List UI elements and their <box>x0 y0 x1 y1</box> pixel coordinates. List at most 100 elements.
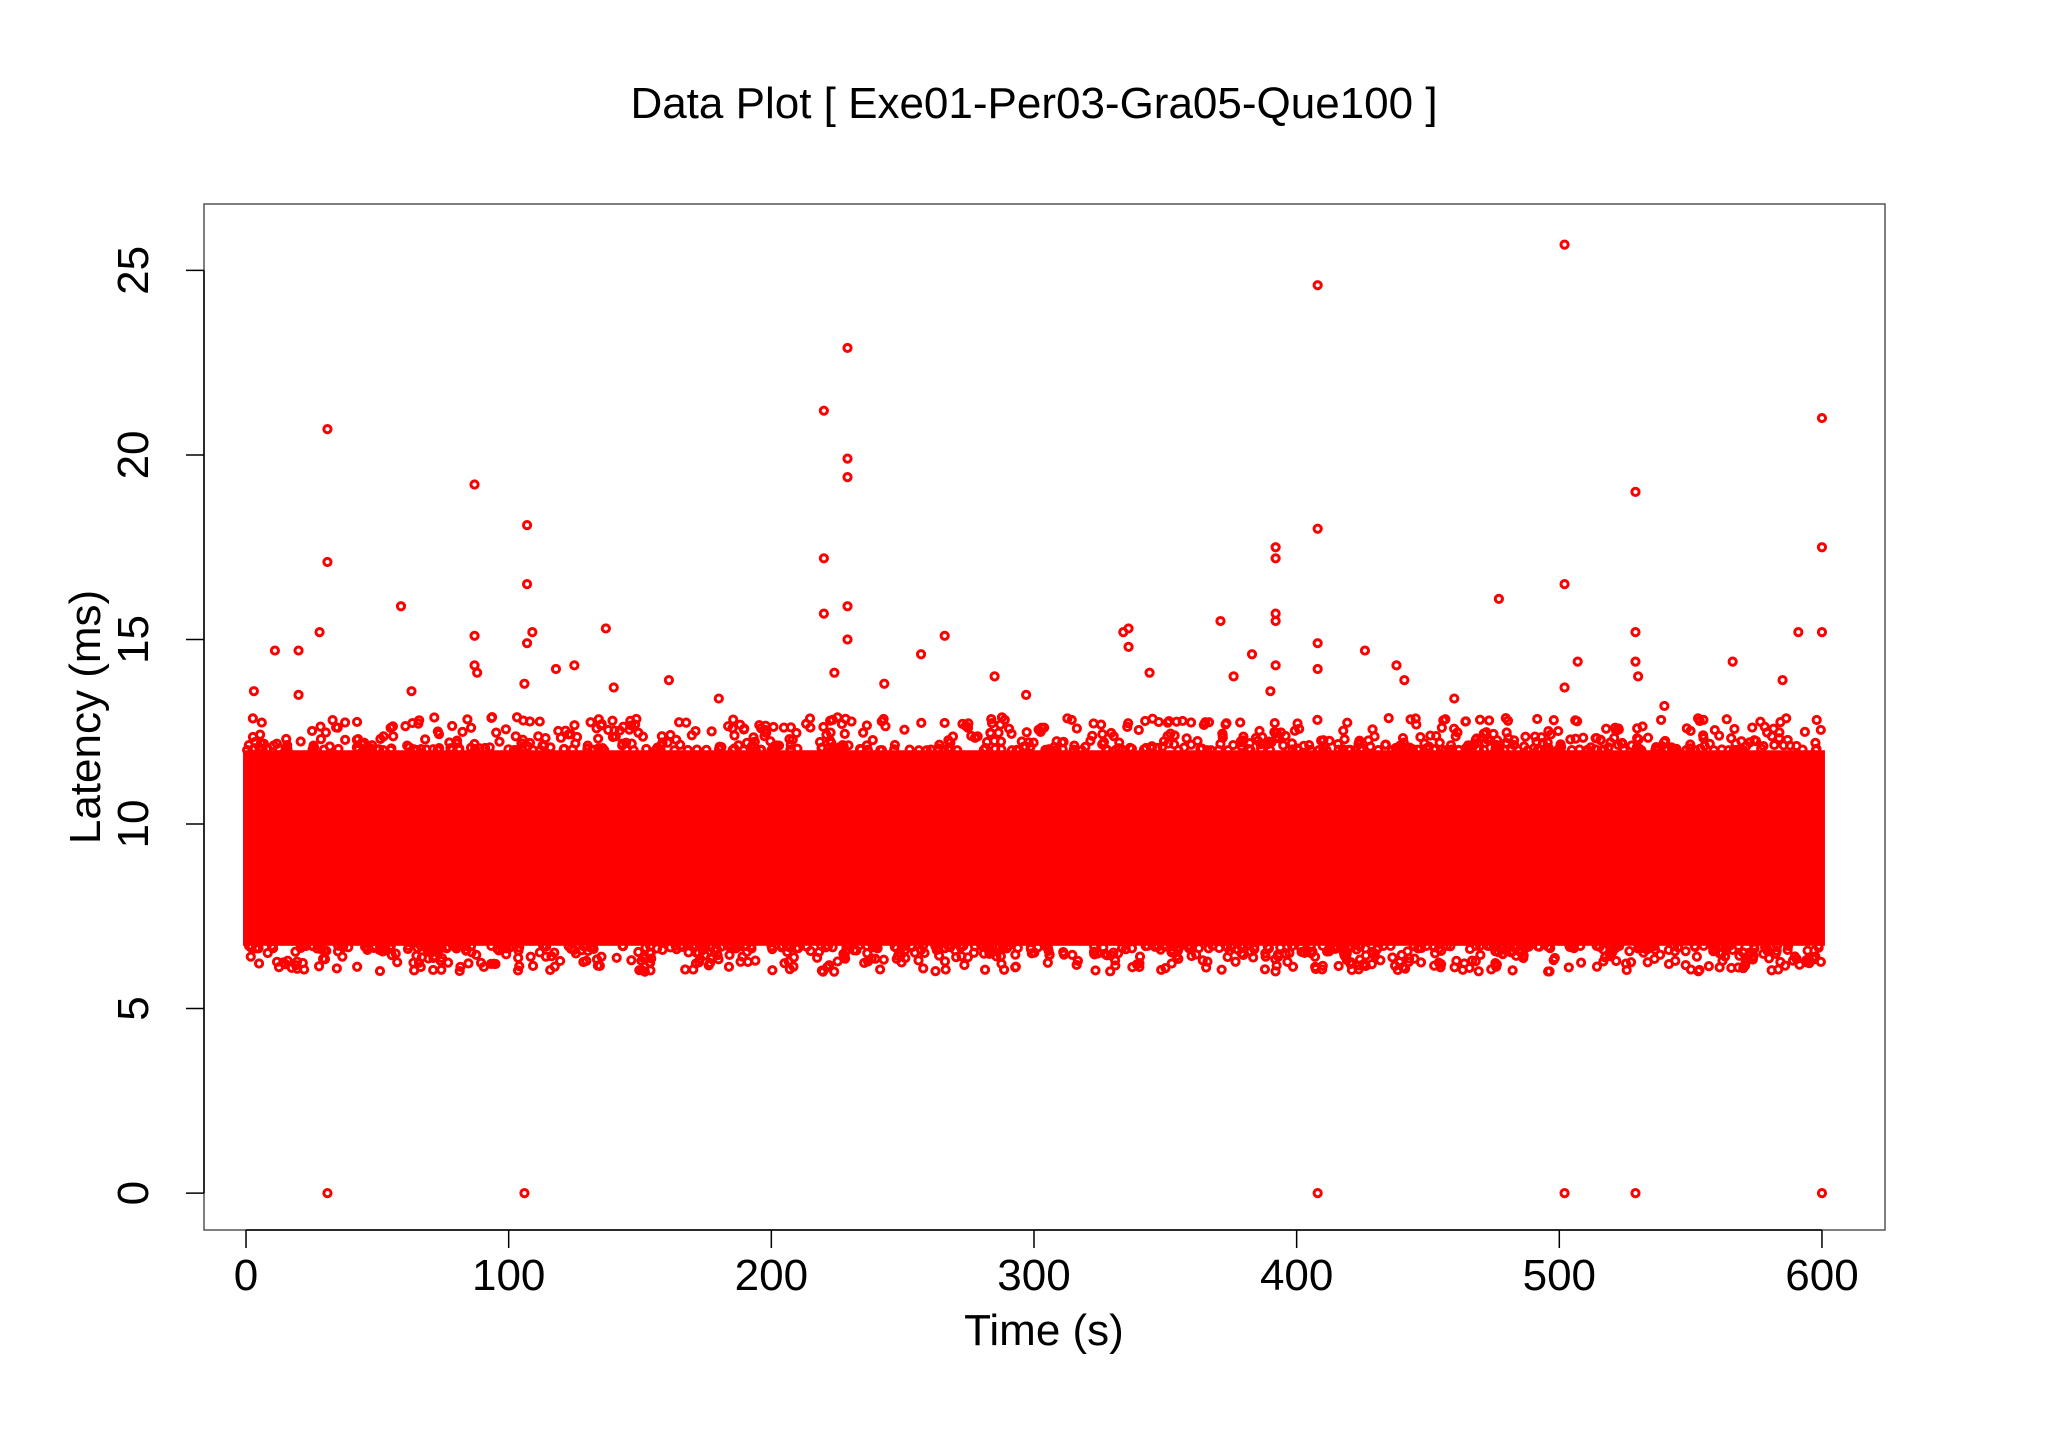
band-fringe-point <box>352 744 364 756</box>
band-fringe-point <box>1737 744 1749 756</box>
band-fringe-point <box>1235 717 1246 728</box>
band-fringe-point <box>1520 731 1531 742</box>
band-fringe-point <box>793 943 804 954</box>
x-tick-label: 300 <box>997 1251 1070 1300</box>
band-fringe-point <box>1071 959 1082 971</box>
data-point <box>1572 656 1583 667</box>
band-fringe-point <box>827 714 838 725</box>
band-fringe-point <box>1195 744 1206 755</box>
band-fringe-point <box>352 733 364 745</box>
band-fringe-point <box>1235 737 1247 748</box>
band-fringe-point <box>1177 715 1188 727</box>
band-fringe-point <box>588 745 599 756</box>
band-fringe-point <box>501 949 512 960</box>
band-fringe-point <box>1213 745 1224 756</box>
band-fringe-point <box>443 957 454 968</box>
band-fringe-point <box>861 720 872 731</box>
data-point <box>472 667 483 678</box>
band-fringe-point <box>553 725 564 737</box>
band-fringe-point <box>1791 953 1802 965</box>
band-fringe-point <box>1518 950 1529 961</box>
band-fringe-point <box>585 717 596 728</box>
data-point <box>527 627 538 638</box>
band-fringe-point <box>527 745 539 756</box>
band-fringe-point <box>463 958 474 969</box>
band-fringe-point <box>617 740 628 751</box>
band-fringe-point <box>1498 940 1509 951</box>
band-fringe-point <box>1810 745 1822 756</box>
band-fringe-point <box>1312 714 1323 725</box>
band-fringe-point <box>1108 731 1119 742</box>
band-fringe-point <box>247 731 259 743</box>
band-fringe-point <box>801 718 812 729</box>
band-fringe-point <box>1680 960 1691 971</box>
band-fringe-point <box>704 957 716 969</box>
band-fringe-point <box>1280 948 1291 960</box>
band-fringe-point <box>746 940 757 951</box>
band-fringe-point <box>447 940 459 951</box>
band-fringe-point <box>1058 946 1069 958</box>
band-fringe-point <box>1441 940 1452 951</box>
band-fringe-point <box>1259 964 1271 975</box>
data-point <box>521 638 533 649</box>
band-fringe-point <box>563 729 574 740</box>
band-fringe-point <box>1815 956 1826 967</box>
data-point <box>1816 627 1828 638</box>
data-point <box>842 472 853 483</box>
band-fringe-point <box>1680 946 1691 957</box>
band-fringe-point <box>1044 950 1055 961</box>
band-fringe-point <box>931 944 942 956</box>
band-fringe-point <box>1470 956 1481 967</box>
data-point <box>1021 689 1032 700</box>
band-fringe-point <box>1186 950 1197 962</box>
band-fringe-point <box>1453 745 1465 756</box>
band-fringe-point <box>1542 941 1554 952</box>
band-fringe-point <box>549 961 560 972</box>
band-fringe-point <box>500 724 511 735</box>
band-fringe-point <box>1305 744 1316 756</box>
band-fringe-point <box>1101 744 1112 755</box>
y-axis: 0 5 10 15 20 25 <box>109 246 205 1205</box>
band-fringe-point <box>1166 941 1177 952</box>
data-point <box>322 1187 333 1199</box>
band-fringe-point <box>909 947 920 958</box>
band-fringe-point <box>1405 714 1416 725</box>
data-point <box>818 405 829 416</box>
band-fringe-point <box>1249 941 1260 953</box>
band-fringe-point <box>638 952 649 964</box>
band-fringe-point <box>682 744 693 756</box>
band-fringe-point <box>1358 958 1370 969</box>
band-fringe-point <box>1543 742 1554 754</box>
band-fringe-point <box>737 951 748 962</box>
band-fringe-point <box>459 941 470 952</box>
data-point <box>1359 645 1371 656</box>
band-fringe-point <box>1582 744 1593 756</box>
band-fringe-point <box>457 726 468 737</box>
data-point <box>569 660 580 671</box>
data-point <box>406 686 417 697</box>
band-fringe-point <box>1173 953 1184 964</box>
band-fringe-point <box>996 744 1007 755</box>
band-fringe-point <box>1342 717 1353 728</box>
data-point <box>879 678 890 689</box>
band-fringe-point <box>1631 742 1642 753</box>
band-fringe-point <box>555 955 566 967</box>
band-fringe-point <box>386 743 397 754</box>
x-axis: 0 100 200 300 400 500 600 <box>234 1229 1859 1300</box>
band-fringe-point <box>674 739 686 750</box>
band-fringe-point <box>1134 961 1145 973</box>
data-point <box>842 634 853 645</box>
band-fringe-point <box>812 952 823 963</box>
data-point <box>1270 553 1281 564</box>
band-fringe-point <box>454 965 465 977</box>
band-fringe-point <box>940 964 951 975</box>
chart-title: Data Plot [ Exe01-Per03-Gra05-Que100 ] <box>630 79 1437 128</box>
band-fringe-point <box>878 713 889 725</box>
data-point <box>469 630 480 641</box>
dense-band-core <box>243 750 1825 946</box>
band-fringe-point <box>1390 742 1401 754</box>
band-fringe-point <box>889 744 900 755</box>
band-fringe-point <box>785 744 797 755</box>
data-point <box>1399 674 1410 686</box>
